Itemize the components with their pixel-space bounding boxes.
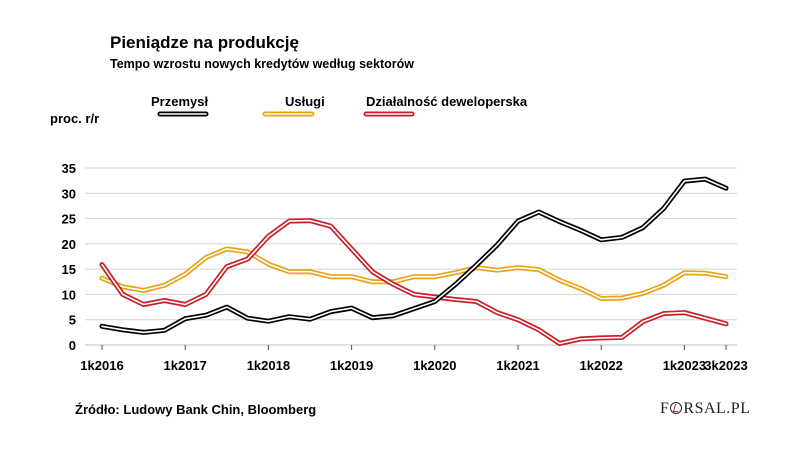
y-axis-unit-label: proc. r/r [50, 111, 100, 126]
legend-label-deweloperska: Działalność deweloperska [366, 94, 528, 109]
y-tick-label: 20 [62, 237, 76, 252]
series-0 [99, 176, 729, 335]
series-line-inner [101, 178, 727, 334]
series-line-outer [99, 218, 729, 346]
y-tick-label: 10 [62, 287, 76, 302]
legend-label-przemysl: Przemysł [151, 94, 209, 109]
series-line-outer [99, 246, 729, 301]
series-line-inner [101, 219, 727, 345]
y-tick-label: 30 [62, 186, 76, 201]
series-line-inner [101, 248, 727, 300]
legend-label-uslugi: Usługi [285, 94, 325, 109]
x-tick-label: 1k2019 [330, 358, 373, 373]
series-2 [99, 218, 729, 346]
y-tick-label: 25 [62, 212, 76, 227]
series-1 [99, 246, 729, 301]
x-tick-label: 3k2023 [704, 358, 747, 373]
x-tick-label: 1k2016 [80, 358, 123, 373]
source-note: Źródło: Ludowy Bank Chin, Bloomberg [75, 402, 317, 417]
x-tick-label: 1k2023 [663, 358, 706, 373]
y-tick-label: 15 [62, 262, 76, 277]
y-tick-label: 5 [69, 313, 76, 328]
chart-subtitle: Tempo wzrostu nowych kredytów według sek… [110, 57, 414, 71]
y-tick-label: 35 [62, 161, 76, 176]
x-tick-label: 1k2022 [580, 358, 623, 373]
x-tick-label: 1k2021 [496, 358, 539, 373]
x-tick-label: 1k2020 [413, 358, 456, 373]
chart-title: Pieniądze na produkcję [110, 33, 299, 52]
logo-o-icon [670, 402, 683, 414]
forsal-logo: F RSAL.PL [660, 400, 751, 417]
x-tick-label: 1k2018 [247, 358, 290, 373]
y-tick-label: 0 [69, 338, 76, 353]
x-tick-label: 1k2017 [164, 358, 207, 373]
